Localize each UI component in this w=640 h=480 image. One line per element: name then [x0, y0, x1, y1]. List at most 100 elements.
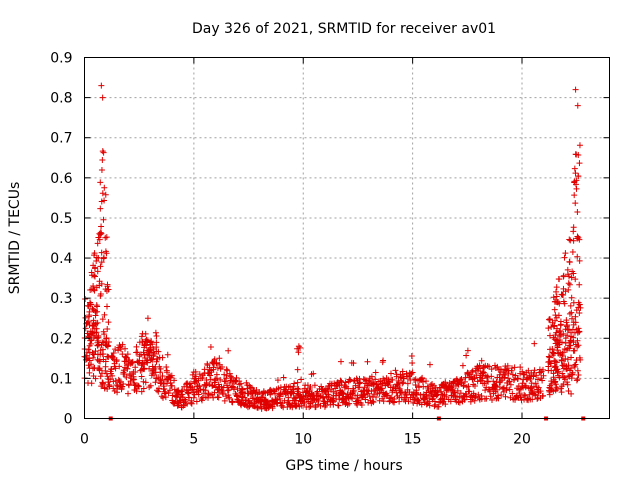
data-point [574, 209, 581, 216]
data-point [238, 385, 245, 392]
data-point [576, 328, 583, 335]
data-point [540, 372, 547, 379]
data-point [290, 383, 297, 390]
data-point [557, 322, 564, 329]
data-point [502, 371, 509, 378]
data-point [100, 380, 107, 387]
data-point [287, 383, 294, 390]
data-point [575, 325, 582, 332]
data-point [99, 94, 106, 101]
data-point [504, 362, 511, 369]
data-point [517, 364, 524, 371]
data-point [492, 383, 499, 390]
data-point [217, 376, 224, 383]
data-point [105, 354, 112, 361]
data-point [162, 394, 169, 401]
data-point [95, 234, 102, 241]
data-point [94, 268, 101, 275]
data-point [563, 319, 570, 326]
data-point [380, 375, 387, 382]
data-point [550, 349, 557, 356]
y-tick-label: 0.9 [50, 51, 72, 67]
y-tick-label: 0.8 [50, 91, 72, 107]
data-point [317, 402, 324, 409]
data-point [224, 367, 231, 374]
data-point [368, 373, 375, 380]
data-point [91, 287, 98, 294]
data-point [295, 349, 302, 356]
data-point [576, 160, 583, 167]
data-point [569, 248, 576, 255]
data-point [435, 403, 442, 410]
data-point [568, 294, 575, 301]
data-point [274, 377, 281, 384]
data-point [545, 353, 552, 360]
data-point [427, 382, 434, 389]
data-point [153, 332, 160, 339]
x-tick-label: 15 [404, 432, 422, 448]
data-point [576, 310, 583, 316]
data-point [451, 389, 458, 396]
data-point [337, 377, 344, 384]
data-point [575, 234, 582, 241]
data-point [98, 370, 105, 377]
data-point [509, 390, 516, 397]
data-point [180, 402, 187, 409]
data-point [237, 380, 244, 387]
data-point [141, 342, 148, 349]
data-point [159, 372, 166, 379]
data-point [564, 332, 571, 339]
data-point [109, 372, 116, 379]
data-point [210, 394, 217, 401]
data-point [554, 344, 561, 351]
data-point [485, 378, 492, 385]
data-point [310, 370, 317, 377]
data-point [112, 365, 119, 372]
data-point [82, 296, 89, 303]
data-point [550, 323, 557, 330]
data-point [568, 365, 575, 372]
data-point [103, 288, 110, 295]
data-point [463, 352, 470, 359]
data-point [539, 366, 546, 373]
data-point [384, 392, 391, 399]
data-point [104, 303, 111, 310]
data-point [553, 288, 560, 295]
data-point [97, 263, 104, 270]
data-point [564, 379, 571, 386]
x-tick-labels: 0 5 10 15 20 [80, 432, 531, 448]
data-point [157, 369, 164, 376]
data-point [87, 301, 94, 308]
data-point [387, 370, 394, 377]
data-point [574, 102, 581, 109]
data-point [574, 337, 581, 344]
data-point [86, 334, 93, 341]
data-point [565, 372, 572, 379]
data-point [576, 142, 583, 149]
data-point [573, 177, 580, 184]
data-point [123, 374, 130, 381]
data-point [98, 82, 105, 89]
data-point [466, 388, 473, 395]
data-point [210, 366, 217, 373]
data-point [459, 362, 466, 369]
data-point [272, 390, 279, 397]
data-point [124, 365, 131, 372]
data-point [531, 367, 538, 374]
data-point [294, 366, 301, 373]
data-point [221, 397, 228, 404]
data-point [567, 237, 574, 244]
data-point [354, 392, 361, 399]
data-point [92, 348, 99, 355]
data-point [552, 378, 559, 385]
data-point [522, 392, 529, 399]
data-point [103, 250, 110, 257]
data-point [433, 392, 440, 399]
data-point [566, 310, 573, 317]
data-point [399, 380, 406, 387]
data-point [94, 319, 101, 326]
data-point [439, 399, 446, 406]
data-point [577, 304, 584, 311]
data-point [551, 298, 558, 305]
data-point [562, 335, 569, 342]
